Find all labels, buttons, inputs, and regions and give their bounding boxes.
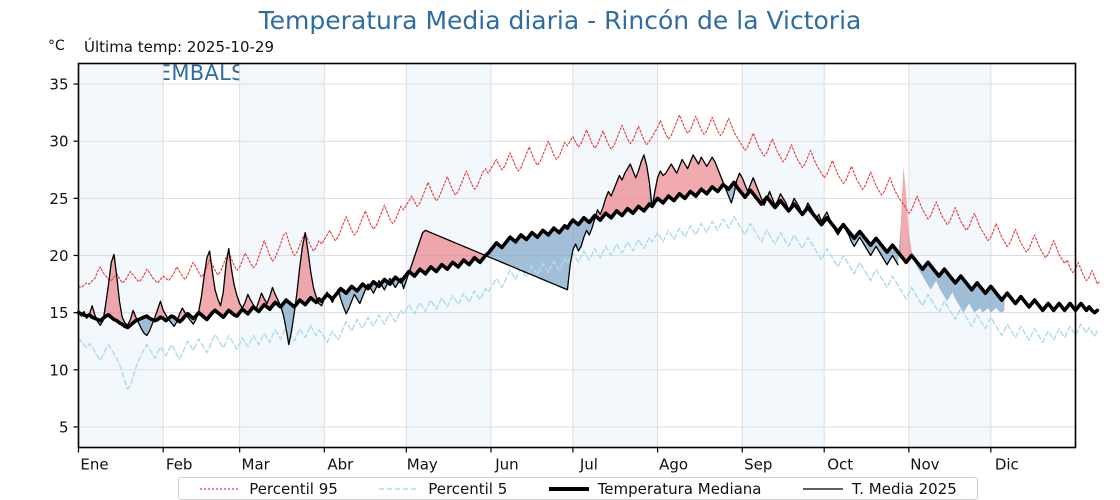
legend-label: T. Media 2025 <box>851 479 957 498</box>
x-axis-ticks: Ene Feb Mar Abr May Jun Jul Ago Sep Oct Nov Dic <box>77 447 1019 474</box>
legend-label: Temperatura Mediana <box>597 479 762 498</box>
svg-text:Oct: Oct <box>827 456 853 474</box>
line-solid-thick-black-icon <box>548 486 589 491</box>
svg-text:Jun: Jun <box>494 456 518 474</box>
svg-text:25: 25 <box>49 190 68 208</box>
anomaly-fills <box>78 154 1005 345</box>
legend-item-t-media-2025[interactable]: T. Media 2025 <box>802 480 957 498</box>
line-solid-thin-black-icon <box>802 487 843 490</box>
svg-text:May: May <box>407 456 438 474</box>
svg-text:Abr: Abr <box>327 456 354 474</box>
svg-text:Mar: Mar <box>242 456 271 474</box>
svg-text:Ene: Ene <box>80 456 108 474</box>
svg-text:5: 5 <box>59 418 69 436</box>
chart-legend: Percentil 95 Percentil 5 Temperatura Med… <box>178 477 978 500</box>
legend-label: Percentil 95 <box>249 479 338 498</box>
series-lines <box>76 114 1101 390</box>
legend-item-percentil-5[interactable]: Percentil 5 <box>378 480 507 498</box>
legend-item-percentil-95[interactable]: Percentil 95 <box>199 480 338 498</box>
plot-frame <box>77 62 1077 449</box>
svg-text:Dic: Dic <box>995 456 1019 474</box>
svg-text:15: 15 <box>49 304 68 322</box>
svg-text:10: 10 <box>49 361 68 379</box>
legend-item-temperatura-mediana[interactable]: Temperatura Mediana <box>548 480 762 498</box>
last-temp-label: Última temp: 2025-10-29 <box>84 38 275 56</box>
svg-text:Nov: Nov <box>910 456 939 474</box>
page-title: Temperatura Media diaria - Rincón de la … <box>258 6 862 35</box>
svg-text:20: 20 <box>49 247 68 265</box>
svg-text:30: 30 <box>49 133 68 151</box>
line-dotted-red-icon <box>200 487 241 490</box>
y-axis-unit-label: °C <box>48 38 65 54</box>
legend-label: Percentil 5 <box>428 479 508 498</box>
svg-text:Ago: Ago <box>659 456 688 474</box>
svg-text:Feb: Feb <box>166 456 193 474</box>
y-axis-ticks: 5 10 15 20 25 30 35 <box>49 76 79 436</box>
line-dashed-blue-icon <box>379 487 420 490</box>
svg-text:Sep: Sep <box>744 456 772 474</box>
svg-text:Jul: Jul <box>579 456 598 474</box>
svg-text:35: 35 <box>49 76 68 94</box>
